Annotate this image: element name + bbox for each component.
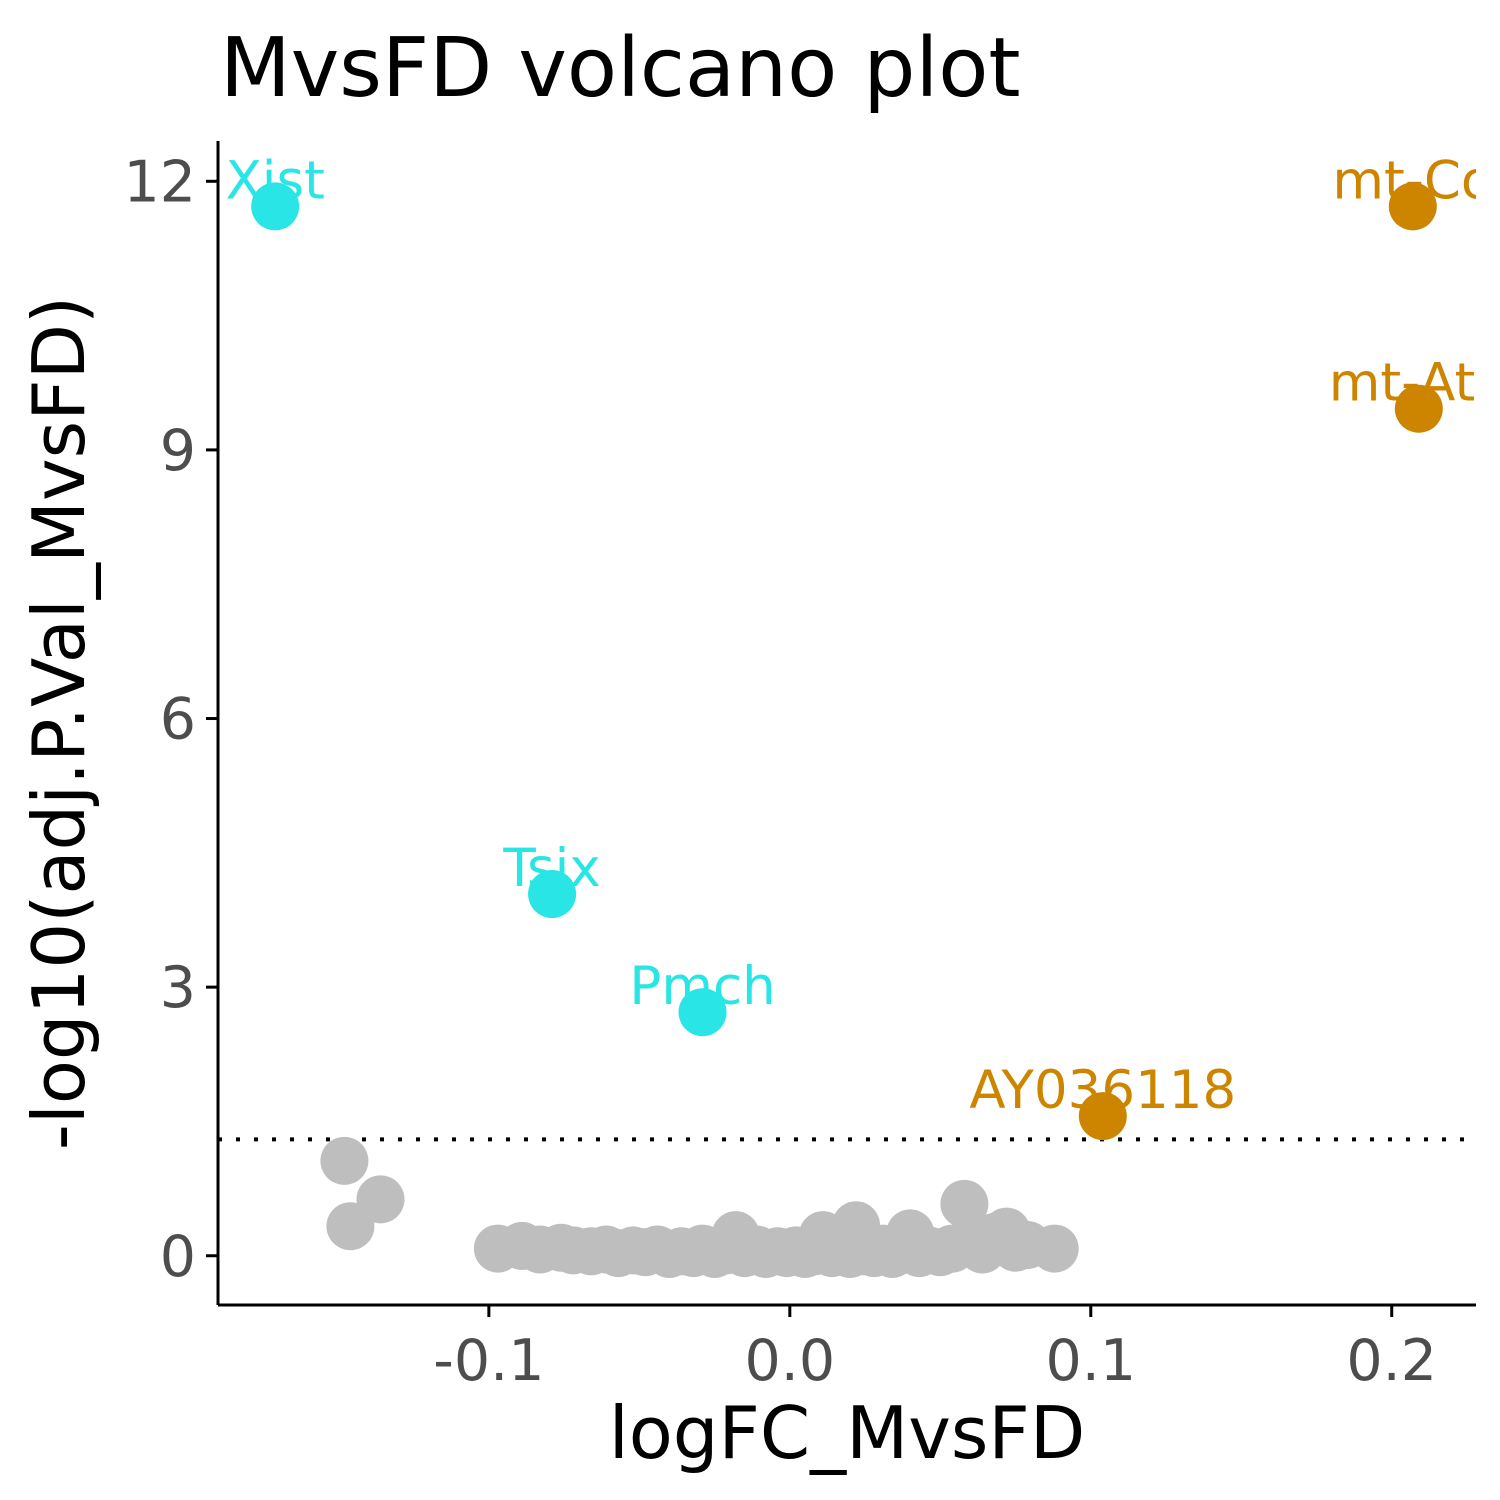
point-label: mt-Co [1332,150,1493,211]
x-tick-label: 0.2 [1346,1328,1437,1394]
axes: -0.1 0.0 0.1 0.2 0 3 6 9 12 [123,141,1476,1394]
point-label: AY036118 [969,1060,1236,1121]
data-point-down [251,182,300,231]
data-point-up [1394,384,1443,433]
y-tick-label: 12 [123,149,196,215]
data-point-ns [320,1136,369,1185]
data-point-ns [1030,1224,1079,1273]
point-label: Xist [225,150,324,211]
point-label: Tsix [502,838,600,899]
plot-area: Xist Tsix Pmch AY036118 mt-Co mt-Atp [218,150,1500,1278]
data-point-up [1388,182,1437,231]
y-tick-label: 0 [160,1224,196,1290]
data-point-ns [326,1202,375,1251]
point-label: Pmch [629,956,775,1017]
y-tick-label: 6 [160,687,196,753]
x-axis-title: logFC_MvsFD [609,1391,1086,1475]
x-tick-label: 0.0 [744,1328,835,1394]
x-tick-label: -0.1 [433,1328,544,1394]
data-point-up [1078,1092,1127,1141]
x-tick-label: 0.1 [1045,1328,1136,1394]
data-point-down [528,870,577,919]
y-tick-label: 3 [160,955,196,1021]
point-label: mt-Atp [1329,353,1500,414]
data-point-ns [940,1179,989,1228]
y-tick-label: 9 [160,418,196,484]
y-axis-title: -log10(adj.P.Val_MvsFD) [17,296,101,1150]
data-point-down [678,988,727,1037]
chart-title: MvsFD volcano plot [220,21,1021,116]
